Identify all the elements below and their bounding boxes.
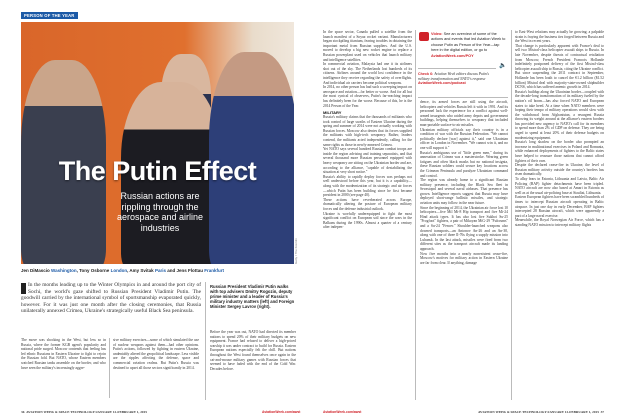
podcast-text: Check 6: Aviation Week editors discuss P… (418, 72, 496, 86)
author-city: London (110, 268, 128, 273)
headline: The Putin Effect (58, 156, 257, 186)
paragraph: to East-West relations may actually be g… (515, 30, 604, 44)
column-rule (415, 30, 416, 400)
video-link[interactable]: AviationWeek.com/POY (431, 53, 474, 58)
paragraph: That change is particularly apparent wit… (515, 43, 604, 90)
paragraph: To allay fears in Estonia, Lithuania and… (515, 177, 604, 195)
check6-desc: Aviation Week editors discuss Putin's mi… (418, 72, 489, 81)
person-right (209, 52, 294, 264)
paragraph: Russia's ability to rapidly deploy force… (323, 174, 412, 198)
subhead: Russian actions are rippling through the… (116, 191, 204, 233)
author-city: Frankfurt (204, 268, 225, 273)
footer-right: AVIATION WEEK & SPACE TECHNOLOGY/JANUARY… (478, 410, 604, 414)
paragraph: Despite the declared cease-fire in Ukrai… (515, 163, 604, 177)
byline: Jen DiMascio Washington, Tony Osborne Lo… (21, 268, 224, 273)
video-desc: See an overview of some of the actions a… (431, 32, 506, 53)
paragraph: Russia's military claims that the thousa… (323, 115, 412, 147)
paragraph: In commercial aviation, Malaysia had one… (323, 62, 412, 85)
author: Amy Svitak (129, 268, 154, 273)
page-number: 37 (600, 410, 604, 414)
paragraph: In 2014, no other person has had such a … (323, 85, 412, 108)
video-text: Video: See an overview of some of the ac… (431, 32, 507, 59)
lead-paragraph: In the months leading up to the Winter O… (21, 282, 201, 315)
lead-text: In the months leading up to the Winter O… (21, 282, 201, 315)
paragraph: The region was already home to a signifi… (420, 178, 508, 206)
body-column: dence, its armed forces are still using … (420, 100, 508, 400)
body-column: to East-West relations may actually be g… (515, 30, 604, 400)
publication: AVIATION WEEK & SPACE TECHNOLOGY/JANUARY… (478, 410, 599, 414)
drop-cap (21, 283, 26, 294)
author: Jens Flottau (176, 268, 203, 273)
section-heading: MILITARY (323, 110, 342, 116)
body-column: sive military exercises—some of which si… (113, 338, 199, 370)
person-center (121, 82, 221, 264)
paragraph: Russia's ambiguous use of "little green … (420, 150, 508, 178)
paragraph: Russia's long shadow on the border also … (515, 140, 604, 163)
podcast-link[interactable]: AviationWeek.com/podcast (418, 81, 466, 86)
speaker-icon: 🔈 (499, 63, 507, 69)
sep: and (165, 268, 177, 273)
column-rule (109, 338, 110, 398)
author-city: Paris (154, 268, 166, 273)
footer-link[interactable]: AviationWeek.com/awst (323, 410, 362, 414)
sep: , (76, 268, 80, 273)
body-column: Before the year was out, NATO had direct… (210, 330, 296, 371)
paragraph: Since the beginning of 2014, the Ukraini… (420, 205, 508, 251)
video-icon (419, 32, 429, 41)
body-column: In the space sector, Canada pulled a sat… (323, 30, 412, 400)
paragraph: Russia's buildup along the Ukrainian bor… (515, 89, 604, 140)
paragraph: Yet NATO says several hundred Russian co… (323, 147, 412, 175)
video-box: Video: See an overview of some of the ac… (418, 30, 508, 95)
page-number: 36 (21, 410, 25, 414)
photo-caption: Russian President Vladimir Putin walks w… (210, 284, 295, 310)
paragraph: Now five months into a nearly nonexisten… (420, 251, 508, 265)
section-tag: PERSON OF THE YEAR (21, 12, 78, 19)
divider (418, 97, 508, 98)
divider (418, 68, 496, 69)
body-column: The move was shocking in the West, but l… (21, 338, 106, 370)
paragraph: Ukraine is woefully underequipped to fig… (323, 211, 412, 230)
footer-left: 36 AVIATION WEEK & SPACE TECHNOLOGY/JANU… (21, 410, 147, 414)
author-city: Washington (51, 268, 77, 273)
photo-credit: Getty / The Kremlin (294, 238, 298, 264)
paragraph: Ukrainian military officials say their c… (420, 127, 508, 150)
paragraph: These actions have reverberated across E… (323, 197, 412, 211)
paragraph: dence, its armed forces are still using … (420, 100, 508, 127)
column-rule (511, 30, 512, 400)
column-rule (205, 282, 206, 400)
publication: AVIATION WEEK & SPACE TECHNOLOGY/JANUARY… (26, 410, 147, 414)
check6-label: Check 6: (418, 72, 434, 76)
person-left (21, 60, 106, 264)
author: Tony Osborne (79, 268, 110, 273)
cover-photo (21, 22, 294, 264)
author: Jen DiMascio (21, 268, 50, 273)
video-label: Video: (431, 32, 443, 36)
paragraph: In the space sector, Canada pulled a sat… (323, 30, 412, 62)
sep: , (127, 268, 130, 273)
footer-link[interactable]: AviationWeek.com/awst (262, 410, 301, 414)
paragraph: Eastern European fighters have been scra… (515, 195, 604, 218)
paragraph: Meanwhile, the Royal Norwegian Air Force… (515, 218, 604, 227)
